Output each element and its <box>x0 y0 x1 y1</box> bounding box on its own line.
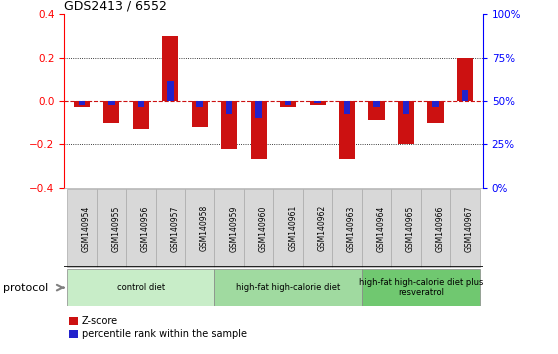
FancyBboxPatch shape <box>273 189 303 267</box>
Bar <box>310 101 326 105</box>
Text: GSM140955: GSM140955 <box>112 205 121 252</box>
Text: GSM140957: GSM140957 <box>170 205 179 252</box>
Bar <box>373 101 380 107</box>
Bar <box>457 58 473 101</box>
Text: protocol: protocol <box>3 282 48 293</box>
Text: GSM140954: GSM140954 <box>82 205 91 252</box>
FancyBboxPatch shape <box>67 269 214 306</box>
Text: GSM140962: GSM140962 <box>318 205 326 251</box>
Bar <box>462 90 468 101</box>
FancyBboxPatch shape <box>126 189 156 267</box>
Bar <box>280 101 296 107</box>
FancyBboxPatch shape <box>333 189 362 267</box>
FancyBboxPatch shape <box>244 189 273 267</box>
Text: high-fat high-calorie diet: high-fat high-calorie diet <box>236 283 340 292</box>
Bar <box>403 101 409 114</box>
Bar <box>167 81 174 101</box>
Bar <box>191 101 208 127</box>
FancyBboxPatch shape <box>214 189 244 267</box>
Bar <box>133 101 149 129</box>
Bar <box>432 101 439 107</box>
Bar <box>251 101 267 159</box>
Text: GSM140966: GSM140966 <box>435 205 445 252</box>
FancyBboxPatch shape <box>362 189 391 267</box>
Text: high-fat high-calorie diet plus
resveratrol: high-fat high-calorie diet plus resverat… <box>359 278 483 297</box>
Bar <box>79 101 85 105</box>
FancyBboxPatch shape <box>421 189 450 267</box>
Legend: Z-score, percentile rank within the sample: Z-score, percentile rank within the samp… <box>69 316 247 339</box>
Bar <box>162 36 179 101</box>
Text: GSM140965: GSM140965 <box>406 205 415 252</box>
FancyBboxPatch shape <box>450 189 480 267</box>
FancyBboxPatch shape <box>185 189 214 267</box>
Text: GSM140964: GSM140964 <box>377 205 386 252</box>
FancyBboxPatch shape <box>97 189 126 267</box>
Bar <box>196 101 203 107</box>
FancyBboxPatch shape <box>303 189 333 267</box>
Bar <box>108 101 114 105</box>
Bar <box>427 101 444 122</box>
Text: GSM140963: GSM140963 <box>347 205 356 252</box>
Bar <box>103 101 119 122</box>
Text: GSM140960: GSM140960 <box>259 205 268 252</box>
Text: GSM140961: GSM140961 <box>288 205 297 251</box>
FancyBboxPatch shape <box>156 189 185 267</box>
FancyBboxPatch shape <box>67 189 97 267</box>
Bar <box>339 101 355 159</box>
Bar <box>226 101 233 114</box>
FancyBboxPatch shape <box>362 269 480 306</box>
Text: GSM140958: GSM140958 <box>200 205 209 251</box>
Text: GSM140956: GSM140956 <box>141 205 150 252</box>
Bar <box>285 101 291 105</box>
Bar <box>138 101 144 107</box>
Bar <box>344 101 350 114</box>
Bar <box>314 101 321 103</box>
Text: GDS2413 / 6552: GDS2413 / 6552 <box>64 0 167 13</box>
Bar <box>74 101 90 107</box>
Bar <box>221 101 237 149</box>
Bar <box>256 101 262 118</box>
Text: GSM140959: GSM140959 <box>229 205 238 252</box>
Bar <box>398 101 414 144</box>
FancyBboxPatch shape <box>391 189 421 267</box>
Text: GSM140967: GSM140967 <box>465 205 474 252</box>
FancyBboxPatch shape <box>214 269 362 306</box>
Bar <box>368 101 384 120</box>
Text: control diet: control diet <box>117 283 165 292</box>
